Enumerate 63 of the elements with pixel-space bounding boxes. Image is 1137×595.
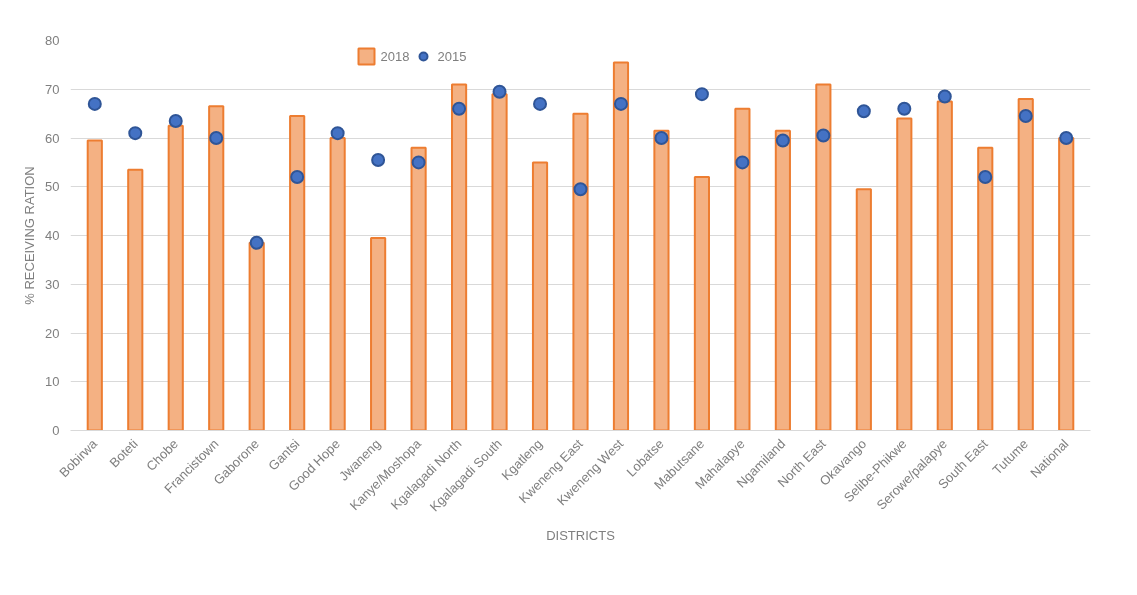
bar — [734, 107, 751, 431]
x-axis-title: DISTRICTS — [546, 527, 616, 543]
legend-label: 2018 — [380, 48, 410, 64]
point — [816, 128, 831, 143]
y-tick-label: 60 — [45, 130, 60, 146]
point — [290, 170, 305, 184]
bar — [936, 100, 953, 431]
y-tick-label: 20 — [45, 325, 60, 341]
point — [654, 131, 669, 145]
bar — [572, 112, 589, 431]
bar — [289, 115, 306, 431]
point — [411, 155, 426, 170]
bar — [491, 93, 508, 431]
point — [694, 87, 709, 102]
bar — [612, 61, 630, 431]
y-tick-label: 0 — [52, 423, 60, 438]
legend-label: 2015 — [437, 48, 467, 64]
bar — [693, 176, 711, 431]
point — [87, 96, 102, 111]
point — [1018, 109, 1033, 124]
point — [249, 235, 264, 250]
bar — [855, 188, 872, 431]
point — [856, 104, 871, 119]
point — [735, 155, 750, 170]
bar — [1058, 137, 1075, 431]
point — [492, 84, 507, 99]
bar — [370, 236, 387, 431]
bar — [977, 146, 994, 431]
bar — [531, 161, 549, 431]
point — [168, 113, 183, 128]
point — [573, 182, 588, 197]
bar — [127, 168, 144, 431]
point — [978, 170, 993, 184]
bar — [248, 241, 265, 431]
y-tick-label: 10 — [45, 374, 60, 390]
point — [1059, 131, 1074, 145]
point — [937, 89, 952, 104]
y-tick-label: 70 — [45, 81, 60, 97]
point — [371, 152, 386, 167]
y-tick-label: 80 — [45, 33, 60, 48]
point — [330, 126, 345, 141]
point — [897, 101, 912, 116]
point — [128, 126, 143, 141]
bar — [1017, 98, 1034, 431]
point — [209, 131, 224, 145]
point — [613, 96, 628, 111]
bar — [450, 83, 468, 431]
point — [533, 96, 548, 111]
bar — [896, 117, 913, 431]
y-tick-label: 30 — [45, 276, 60, 292]
bar — [329, 137, 346, 431]
bar — [653, 129, 670, 431]
bar — [167, 124, 184, 431]
point — [452, 101, 467, 116]
bar — [410, 146, 427, 431]
point — [775, 133, 790, 148]
y-axis-title: % RECEIVING RATION — [22, 166, 38, 305]
bar — [815, 83, 832, 431]
bar — [86, 139, 103, 431]
bar — [774, 129, 791, 431]
bar — [208, 105, 225, 431]
y-tick-label: 50 — [45, 179, 60, 195]
y-tick-label: 40 — [45, 228, 60, 243]
